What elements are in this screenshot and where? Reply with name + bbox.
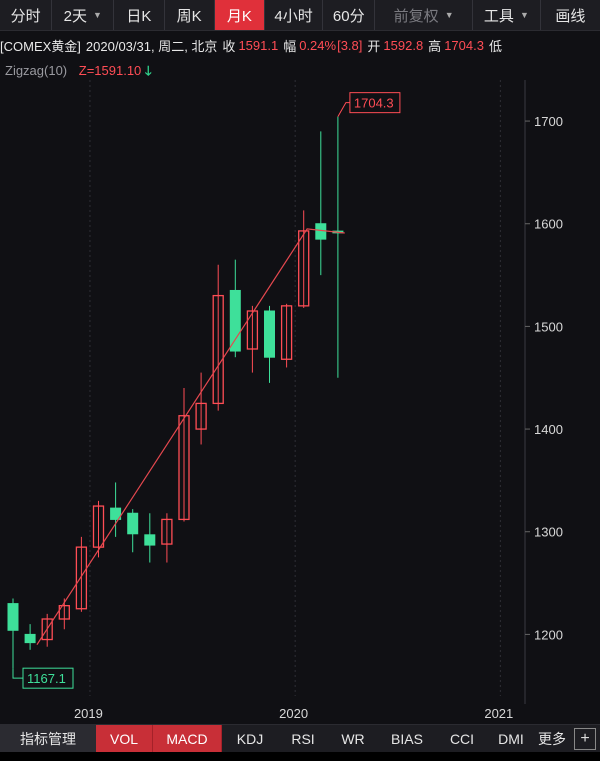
zigzag-line — [36, 228, 345, 645]
close-value: 1591.1 — [238, 37, 279, 53]
candle-body — [7, 603, 19, 631]
candle-body — [229, 289, 241, 352]
x-tick-label: 2019 — [74, 706, 103, 721]
candle-body — [280, 305, 293, 360]
tab-weekly-k[interactable]: 周K — [165, 0, 215, 30]
more-button[interactable]: 更多 — [538, 731, 566, 747]
y-tick-label: 1200 — [534, 627, 563, 642]
indicator-value: Z=1591.10 — [78, 63, 142, 78]
bottom-strip — [0, 752, 600, 761]
candle-body — [315, 223, 327, 240]
indicator-tab-bar: 指标管理 VOL MACD KDJ RSI WR BIAS CCI DMI 更多… — [0, 724, 600, 753]
tab-wr[interactable]: WR — [341, 731, 365, 747]
high-value: 1704.3 — [444, 37, 484, 53]
tab-2day[interactable]: 2天 ▼ — [52, 0, 115, 30]
period-tab-bar: 分时 2天 ▼ 日K 周K 月K 4小时 60分 前复权 ▼ 工具 ▼ 画线 — [0, 0, 600, 31]
low-marker-box — [22, 667, 74, 689]
candle-body — [246, 310, 259, 350]
candle-body — [24, 633, 36, 644]
candle-body — [58, 605, 70, 620]
high-marker-box — [349, 92, 401, 114]
candle-body — [298, 230, 310, 307]
candle-body — [41, 618, 53, 641]
candle-body — [212, 294, 224, 405]
tab-60min[interactable]: 60分 — [323, 0, 376, 30]
candle-body — [110, 507, 122, 520]
y-tick-label: 1500 — [534, 319, 563, 334]
tab-rsi[interactable]: RSI — [291, 731, 315, 747]
tab-bias[interactable]: BIAS — [391, 731, 423, 747]
tab-macd[interactable]: MACD — [153, 725, 222, 753]
tab-intraday[interactable]: 分时 — [0, 0, 53, 30]
indicator-manage-button[interactable]: 指标管理 — [0, 725, 96, 753]
tab-dmi[interactable]: DMI — [498, 731, 524, 747]
adjust-dropdown[interactable]: 前复权 ▼ — [375, 0, 473, 30]
change-label: 幅 — [283, 38, 297, 54]
candle-body — [92, 505, 105, 548]
chevron-down-icon: ▼ — [92, 10, 102, 20]
candle-body — [264, 310, 275, 358]
tab-daily-k[interactable]: 日K — [114, 0, 165, 30]
indicator-name: Zigzag(10) — [5, 63, 68, 78]
candle-body — [127, 512, 139, 535]
tab-kdj[interactable]: KDJ — [236, 731, 264, 747]
chevron-down-icon: ▼ — [519, 10, 529, 20]
symbol-name: [COMEX黄金] — [0, 38, 81, 54]
high-marker-leader — [337, 102, 350, 117]
candle-body — [195, 402, 207, 430]
tab-4hour[interactable]: 4小时 — [265, 0, 324, 30]
quote-info-line: [COMEX黄金] 2020/03/31, 周二, 北京 收 1591.1 幅 … — [0, 32, 600, 58]
high-label: 高 — [428, 38, 442, 54]
change-abs: [3.8] — [337, 37, 363, 53]
close-label: 收 — [222, 38, 236, 54]
down-arrow-icon: 🡓 — [144, 63, 152, 78]
quote-date: 2020/03/31, 周二, 北京 — [85, 38, 218, 54]
tab-vol[interactable]: VOL — [96, 725, 153, 753]
candle-body — [144, 534, 156, 546]
chevron-down-icon: ▼ — [444, 10, 454, 20]
x-tick-label: 2020 — [279, 706, 308, 721]
open-label: 开 — [367, 38, 381, 54]
candle-body — [75, 546, 88, 610]
candle-body — [178, 415, 190, 521]
draw-line-button[interactable]: 画线 — [555, 7, 586, 25]
tab-cci[interactable]: CCI — [449, 731, 475, 747]
low-label: 低 — [488, 38, 502, 54]
candle-body — [161, 518, 173, 545]
low-marker-leader — [12, 668, 23, 679]
candlestick-chart[interactable]: 1200 1300 1400 1500 1600 1700 2019 2020 2021 1704… — [0, 80, 600, 722]
tab-monthly-k[interactable]: 月K — [214, 0, 266, 30]
low-marker-label: 1167.1 — [27, 671, 66, 686]
y-tick-label: 1300 — [534, 525, 563, 540]
zigzag-indicator-line: Zigzag(10) Z=1591.10 🡓 — [5, 62, 152, 84]
y-tick-label: 1600 — [534, 217, 563, 232]
high-marker-label: 1704.3 — [354, 96, 394, 111]
y-tick-label: 1400 — [534, 422, 563, 437]
y-tick-label: 1700 — [534, 114, 563, 129]
x-tick-label: 2021 — [484, 706, 513, 721]
change-pct: 0.24% — [299, 37, 337, 53]
add-icon[interactable]: + — [574, 728, 596, 750]
tools-dropdown[interactable]: 工具 ▼ — [473, 0, 541, 30]
open-value: 1592.8 — [383, 37, 424, 53]
